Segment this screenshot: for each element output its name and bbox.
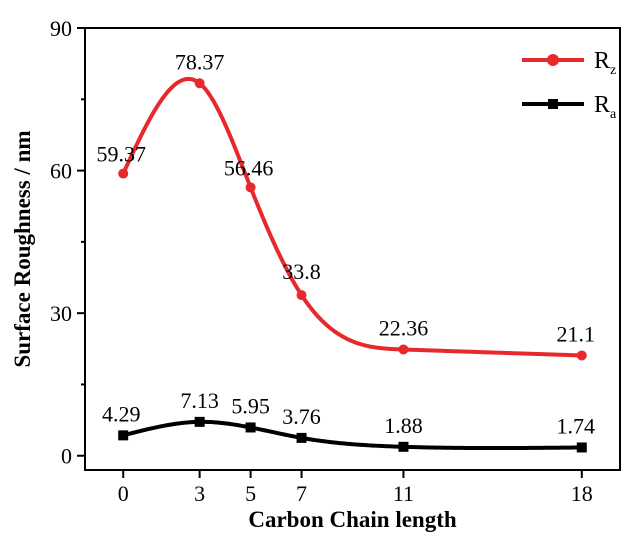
y-tick-label: 0 <box>61 444 72 469</box>
point-Rz <box>194 78 205 89</box>
data-markers <box>118 78 587 453</box>
point-Rz <box>398 344 409 355</box>
x-tick-label: 5 <box>245 481 256 506</box>
legend-subscript: a <box>610 107 617 122</box>
point-Rz <box>576 350 587 361</box>
point-Ra <box>194 416 205 427</box>
legend-label-Ra: Ra <box>594 92 617 122</box>
x-tick-label: 11 <box>393 481 414 506</box>
point-Ra <box>398 441 409 452</box>
point-Rz <box>118 168 129 179</box>
axes: 0 3 5 7 11 18 0 30 60 90 <box>50 16 621 506</box>
legend: Rz Ra <box>522 48 617 122</box>
data-label-Ra: 1.74 <box>557 413 596 438</box>
data-label-Rz: 59.37 <box>96 142 146 167</box>
data-label-Ra: 7.13 <box>180 388 219 413</box>
data-label-Ra: 1.88 <box>384 413 423 438</box>
data-label-Rz: 56.46 <box>224 155 274 180</box>
legend-marker-Rz <box>547 54 559 66</box>
x-tick-label: 3 <box>194 481 205 506</box>
point-Ra <box>245 422 256 433</box>
x-tick-label: 18 <box>571 481 593 506</box>
point-Ra <box>576 442 587 453</box>
point-Ra <box>296 432 307 443</box>
data-label-Ra: 5.95 <box>231 393 270 418</box>
data-label-Rz: 22.36 <box>379 315 429 340</box>
data-labels: 59.37 78.37 56.46 33.8 22.36 21.1 4.29 7.13 5.95… <box>96 49 595 438</box>
x-axis-title: Carbon Chain length <box>248 507 457 532</box>
point-Rz <box>245 182 256 193</box>
data-label-Rz: 78.37 <box>175 49 225 74</box>
legend-marker-Ra <box>548 99 558 109</box>
data-label-Rz: 33.8 <box>282 259 321 284</box>
curve-Rz <box>121 76 584 358</box>
x-tick-label: 7 <box>296 481 307 506</box>
y-axis-title: Surface Roughness / nm <box>10 130 35 367</box>
curve-Ra <box>121 419 584 451</box>
data-label-Ra: 3.76 <box>282 404 321 429</box>
point-Rz <box>296 290 307 301</box>
plot-frame <box>84 27 621 471</box>
y-tick-label: 90 <box>50 16 72 41</box>
legend-label-Rz: Rz <box>594 48 616 78</box>
legend-subscript: z <box>610 63 616 78</box>
data-label-Rz: 21.1 <box>557 321 596 346</box>
data-label-Ra: 4.29 <box>102 401 141 426</box>
y-tick-label: 30 <box>50 301 72 326</box>
x-tick-label: 0 <box>118 481 129 506</box>
point-Ra <box>118 430 129 441</box>
y-tick-label: 60 <box>50 159 72 184</box>
